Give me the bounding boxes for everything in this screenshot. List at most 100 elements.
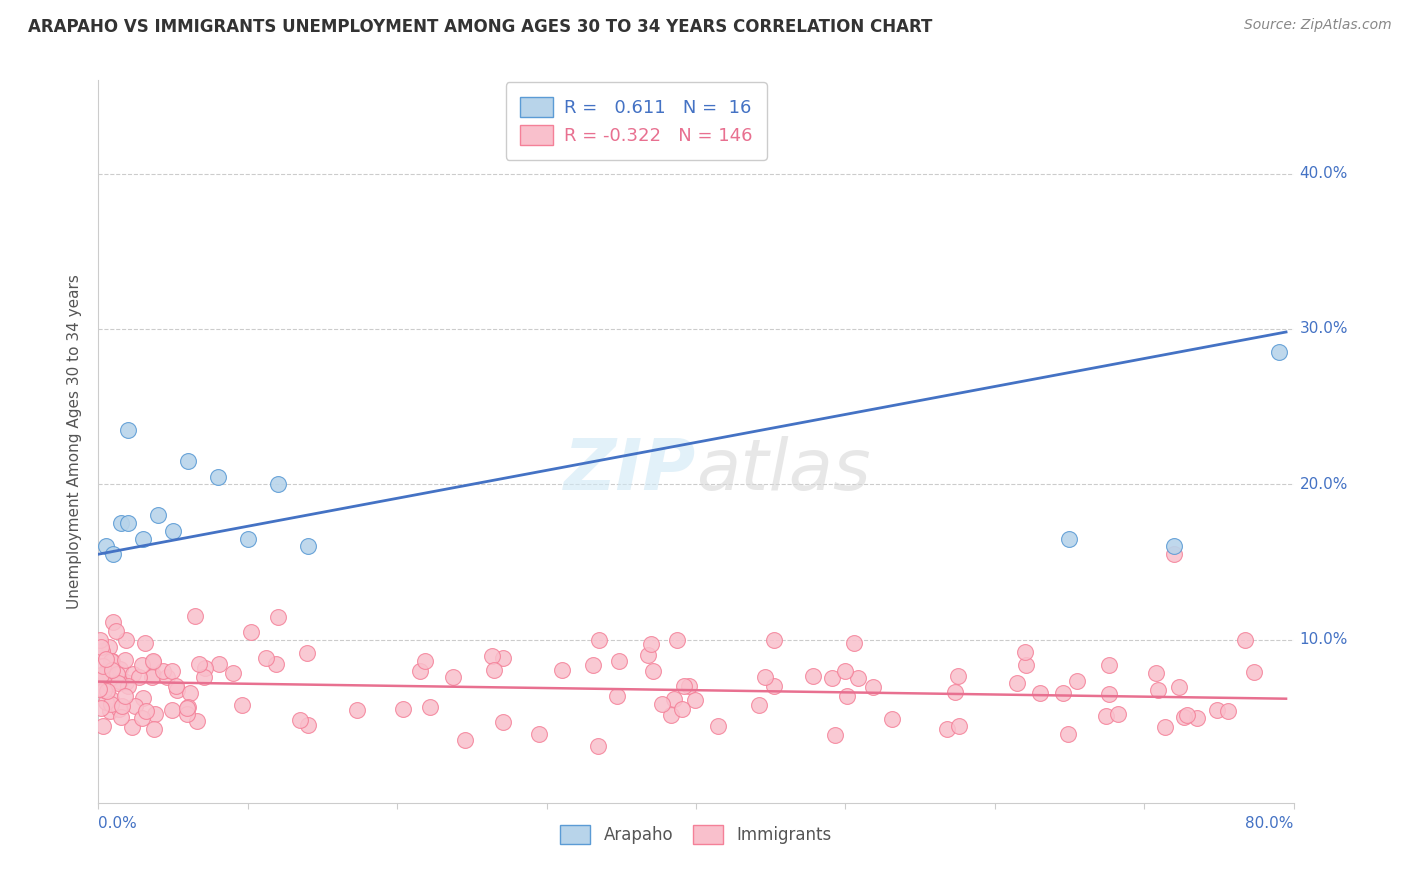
Point — [143, 706, 166, 721]
Point — [1163, 547, 1185, 561]
Point — [166, 682, 188, 697]
Point — [1147, 683, 1170, 698]
Text: 10.0%: 10.0% — [1299, 632, 1348, 648]
Point — [846, 671, 869, 685]
Point — [97, 640, 120, 655]
Point — [254, 651, 277, 665]
Point — [803, 669, 825, 683]
Point — [97, 677, 120, 691]
Point — [678, 679, 700, 693]
Point — [935, 722, 957, 736]
Point — [222, 666, 245, 681]
Point — [1379, 143, 1402, 157]
Point — [837, 689, 859, 703]
Point — [156, 670, 179, 684]
Point — [297, 540, 319, 554]
Point — [948, 719, 970, 733]
Point — [96, 663, 118, 677]
Point — [179, 686, 201, 700]
Point — [1154, 720, 1177, 734]
Point — [143, 722, 166, 736]
Point — [482, 664, 505, 678]
Point — [110, 710, 132, 724]
Text: 20.0%: 20.0% — [1299, 476, 1348, 491]
Point — [188, 657, 211, 672]
Point — [117, 423, 139, 437]
Point — [550, 663, 572, 677]
Point — [207, 657, 229, 671]
Point — [762, 679, 785, 693]
Text: Source: ZipAtlas.com: Source: ZipAtlas.com — [1244, 18, 1392, 32]
Point — [1066, 673, 1088, 688]
Point — [392, 702, 415, 716]
Point — [121, 720, 143, 734]
Point — [1267, 345, 1289, 359]
Point — [131, 711, 153, 725]
Point — [1052, 686, 1074, 700]
Point — [763, 632, 786, 647]
Point — [821, 671, 844, 685]
Point — [491, 651, 513, 665]
Point — [529, 727, 551, 741]
Point — [100, 663, 122, 677]
Point — [264, 657, 287, 671]
Point — [176, 707, 198, 722]
Point — [880, 712, 903, 726]
Point — [1107, 707, 1129, 722]
Point — [295, 646, 318, 660]
Point — [267, 477, 290, 491]
Point — [122, 666, 145, 681]
Point — [91, 658, 114, 673]
Point — [672, 679, 695, 693]
Point — [492, 714, 515, 729]
Point — [98, 671, 121, 685]
Point — [90, 701, 112, 715]
Point — [176, 700, 198, 714]
Point — [141, 670, 163, 684]
Point — [111, 699, 134, 714]
Point — [945, 685, 967, 699]
Point — [87, 682, 110, 697]
Point — [117, 516, 139, 530]
Point — [1059, 532, 1081, 546]
Point — [586, 739, 609, 753]
Point — [176, 701, 198, 715]
Point — [94, 652, 117, 666]
Point — [96, 695, 118, 709]
Point — [1175, 708, 1198, 723]
Point — [177, 454, 200, 468]
Y-axis label: Unemployment Among Ages 30 to 34 years: Unemployment Among Ages 30 to 34 years — [67, 274, 83, 609]
Point — [91, 718, 114, 732]
Point — [671, 702, 693, 716]
Point — [132, 690, 155, 705]
Point — [103, 547, 125, 561]
Text: 40.0%: 40.0% — [1299, 166, 1348, 181]
Point — [91, 644, 114, 658]
Point — [114, 653, 136, 667]
Point — [582, 658, 605, 673]
Point — [100, 698, 122, 712]
Point — [606, 690, 628, 704]
Point — [108, 673, 131, 688]
Point — [89, 632, 111, 647]
Point — [683, 693, 706, 707]
Point — [706, 719, 728, 733]
Point — [236, 532, 259, 546]
Text: 30.0%: 30.0% — [1299, 321, 1348, 336]
Point — [297, 718, 319, 732]
Point — [413, 654, 436, 668]
Point — [142, 654, 165, 668]
Point — [1168, 680, 1191, 694]
Point — [131, 658, 153, 673]
Point — [132, 532, 155, 546]
Point — [186, 714, 208, 729]
Point — [946, 668, 969, 682]
Point — [117, 679, 139, 693]
Point — [588, 632, 610, 647]
Point — [267, 609, 290, 624]
Point — [96, 683, 118, 698]
Point — [114, 689, 136, 703]
Point — [91, 669, 114, 683]
Point — [1173, 710, 1195, 724]
Point — [160, 702, 183, 716]
